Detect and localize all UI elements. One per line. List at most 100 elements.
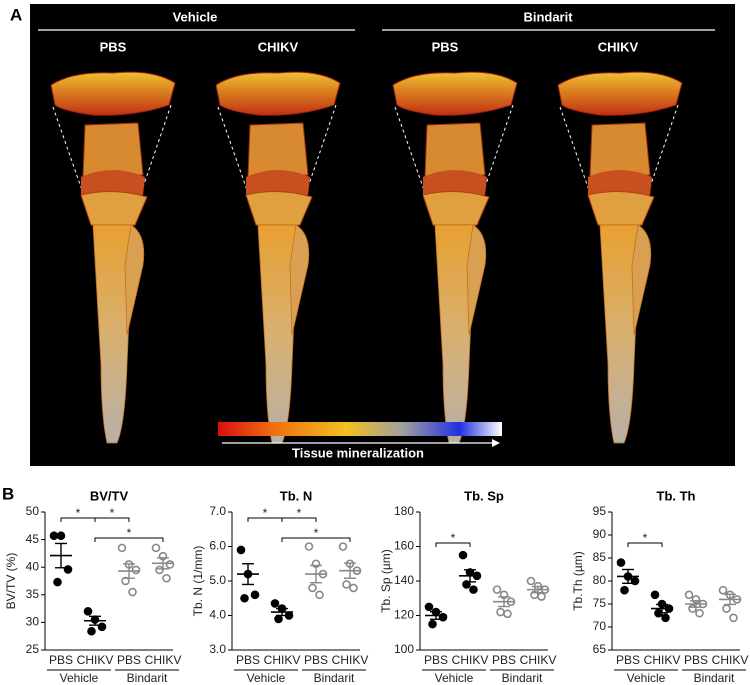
group-label: Vehicle xyxy=(60,671,99,685)
data-point xyxy=(308,583,317,593)
group-label: Bindarit xyxy=(127,671,168,685)
data-point xyxy=(315,590,324,600)
significance-label: * xyxy=(110,506,115,520)
y-axis-label: Tb. Sp (µm) xyxy=(379,549,393,613)
significance-label: * xyxy=(297,506,302,520)
data-point xyxy=(250,590,260,600)
group-label: Vehicle xyxy=(627,671,666,685)
x-tick-label: CHIKV xyxy=(520,653,557,667)
group-label: Bindarit xyxy=(502,671,543,685)
data-point xyxy=(151,543,161,553)
data-point xyxy=(128,587,137,597)
data-point xyxy=(87,626,96,636)
data-point xyxy=(462,580,471,589)
y-tick-label: 7.0 xyxy=(209,504,226,518)
significance-bracket xyxy=(281,537,351,542)
significance-label: * xyxy=(314,526,319,540)
colorbar-label: Tissue mineralization xyxy=(292,445,424,460)
y-tick-label: 85 xyxy=(593,550,607,564)
colorbar xyxy=(218,422,502,436)
data-point xyxy=(131,565,141,575)
y-tick-label: 80 xyxy=(593,573,607,587)
column-header: PBS xyxy=(432,39,459,54)
significance-label: * xyxy=(263,506,268,520)
y-tick-label: 120 xyxy=(394,608,414,622)
column-header: PBS xyxy=(100,39,127,54)
data-point xyxy=(496,607,505,617)
group-label: Vehicle xyxy=(435,671,474,685)
column-header: CHIKV xyxy=(598,39,639,54)
x-tick-label: CHIKV xyxy=(644,653,681,667)
data-point xyxy=(349,583,358,593)
y-axis-label: BV/TV (%) xyxy=(4,553,18,610)
y-tick-label: 140 xyxy=(394,573,414,587)
significance-bracket xyxy=(94,537,164,542)
chart-title: BV/TV xyxy=(90,488,129,503)
significance-label: * xyxy=(451,531,456,545)
data-point xyxy=(342,580,351,589)
group-label: Vehicle xyxy=(247,671,286,685)
data-point xyxy=(469,585,478,594)
data-point xyxy=(97,622,107,632)
y-axis-label: Tb.Th (µm) xyxy=(571,551,585,611)
data-point xyxy=(162,573,171,583)
data-point xyxy=(616,558,626,567)
chart-title: Tb. Th xyxy=(657,488,696,503)
panel-label: A xyxy=(10,5,22,24)
data-point xyxy=(526,576,536,586)
data-point xyxy=(688,604,697,613)
arrow-head xyxy=(492,439,500,447)
data-point xyxy=(492,585,502,594)
significance-bracket xyxy=(94,517,130,522)
data-point xyxy=(428,619,437,629)
x-tick-label: PBS xyxy=(616,653,640,667)
panel-label: B xyxy=(2,484,14,503)
y-tick-label: 5.0 xyxy=(209,573,226,587)
group-header: Vehicle xyxy=(173,9,218,24)
data-point xyxy=(729,613,738,623)
data-point xyxy=(240,593,249,603)
y-tick-label: 45 xyxy=(26,532,40,546)
data-point xyxy=(458,550,468,560)
data-point xyxy=(121,576,130,586)
data-point xyxy=(117,543,127,553)
x-tick-label: PBS xyxy=(424,653,448,667)
chart-title: Tb. Sp xyxy=(464,488,504,503)
significance-label: * xyxy=(76,506,81,520)
significance-label: * xyxy=(643,531,648,545)
y-tick-label: 95 xyxy=(593,504,607,518)
x-tick-label: PBS xyxy=(236,653,260,667)
data-point xyxy=(695,608,704,618)
data-point xyxy=(236,545,246,555)
data-point xyxy=(165,560,175,569)
data-point xyxy=(424,602,434,612)
data-point xyxy=(684,590,694,600)
y-tick-label: 6.0 xyxy=(209,539,226,553)
data-point xyxy=(49,531,59,541)
y-tick-label: 25 xyxy=(26,642,40,656)
y-tick-label: 4.0 xyxy=(209,608,226,622)
y-tick-label: 160 xyxy=(394,539,414,553)
y-tick-label: 180 xyxy=(394,504,414,518)
x-tick-label: PBS xyxy=(117,653,141,667)
data-point xyxy=(53,577,62,587)
data-point xyxy=(338,542,348,551)
data-point xyxy=(650,590,660,600)
y-tick-label: 50 xyxy=(26,504,40,518)
x-tick-label: CHIKV xyxy=(145,653,182,667)
data-point xyxy=(537,592,546,601)
y-tick-label: 30 xyxy=(26,615,40,629)
y-tick-label: 40 xyxy=(26,559,40,573)
x-tick-label: PBS xyxy=(492,653,516,667)
data-point xyxy=(56,531,66,541)
x-tick-label: CHIKV xyxy=(264,653,301,667)
data-point xyxy=(274,614,283,624)
significance-bracket xyxy=(281,517,317,522)
significance-bracket xyxy=(627,542,663,547)
y-tick-label: 35 xyxy=(26,587,40,601)
group-label: Bindarit xyxy=(694,671,735,685)
x-tick-label: PBS xyxy=(304,653,328,667)
y-tick-label: 75 xyxy=(593,596,607,610)
y-tick-label: 100 xyxy=(394,642,414,656)
group-header: Bindarit xyxy=(523,9,573,24)
